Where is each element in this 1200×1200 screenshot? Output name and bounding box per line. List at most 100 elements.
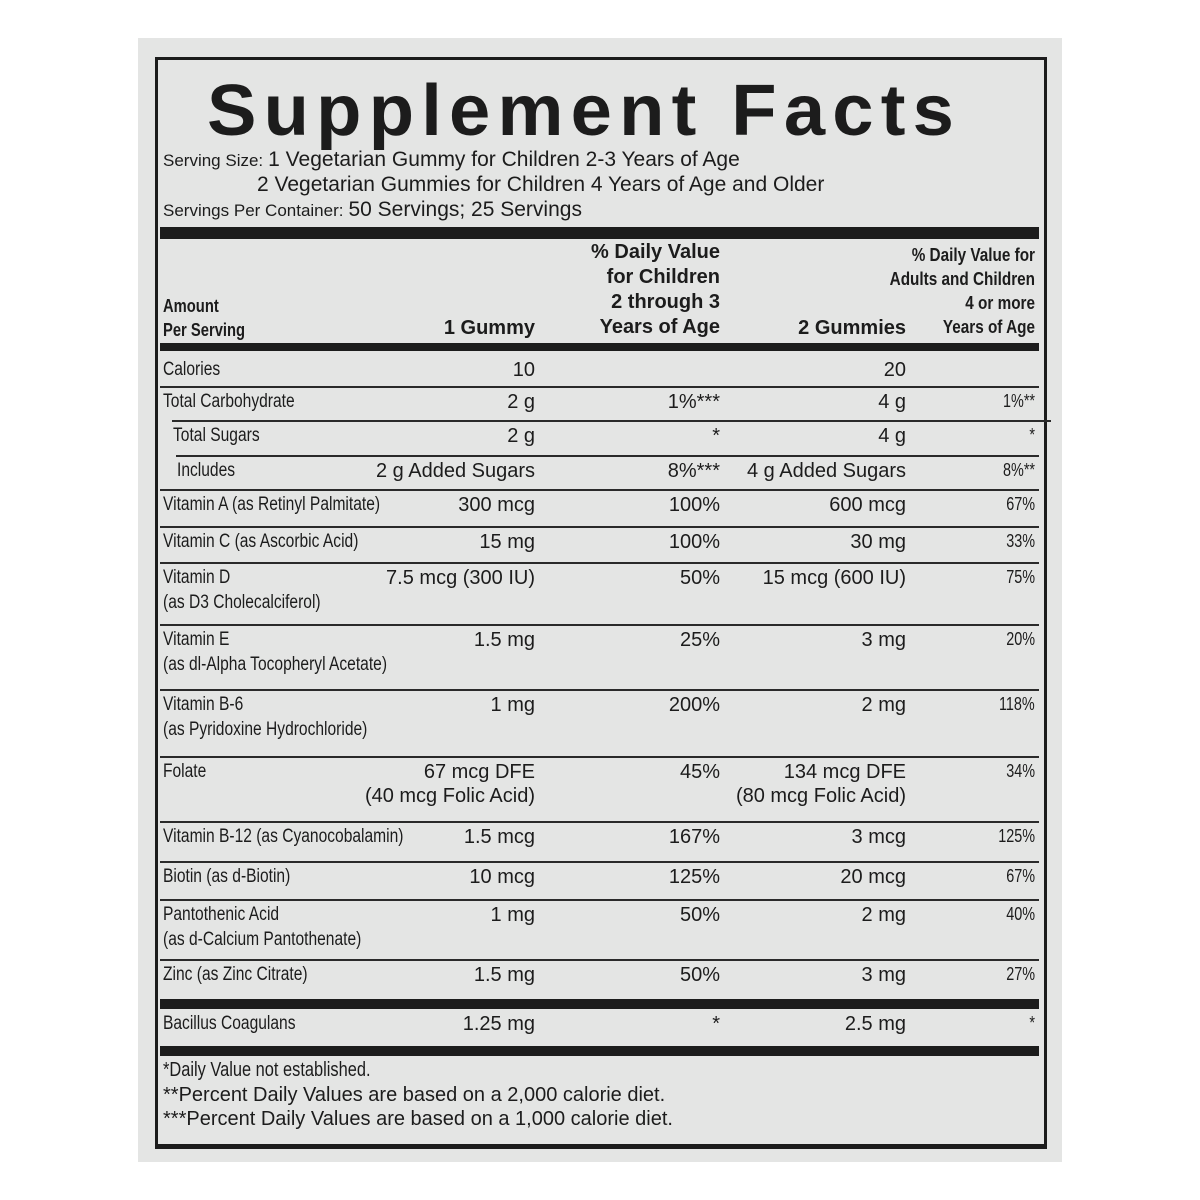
nutrient-one: 300 mcg: [458, 494, 535, 516]
label-panel: [138, 38, 1062, 1162]
nutrient-dv2: 27%: [1006, 964, 1035, 984]
header-amount-per-serving: Amount Per Serving: [163, 294, 245, 342]
header-line: for Children: [606, 266, 720, 288]
nutrient-two: 2 mg: [861, 694, 906, 716]
nutrient-two: 134 mcg DFE: [783, 761, 906, 783]
nutrient-two: 3 mg: [861, 964, 906, 986]
nutrient-two: 3 mcg: [851, 826, 906, 848]
row-divider: [160, 821, 1039, 823]
footnote-text: **Percent Daily Values are based on a 2,…: [163, 1084, 666, 1106]
nutrient-name: Bacillus Coagulans: [163, 1013, 296, 1034]
nutrient-dv1: 45%: [679, 761, 720, 783]
nutrient-name: Biotin (as d-Biotin): [163, 866, 291, 887]
nutrient-dv1: 100%: [668, 531, 720, 553]
header-line: 4 or more: [965, 293, 1035, 313]
nutrient-dv1: 1%***: [667, 391, 720, 413]
header-dv-adults: % Daily Value for Adults and Children 4 …: [890, 243, 1035, 339]
header-dv-children: % Daily Value for Children 2 through 3 Y…: [591, 240, 720, 340]
supplement-facts-box: [155, 57, 1047, 1149]
nutrient-one: 7.5 mcg (300 IU): [386, 567, 535, 589]
nutrient-dv1: 25%: [679, 629, 720, 651]
nutrient-name: Total Carbohydrate: [163, 391, 295, 412]
row-divider: [172, 420, 1051, 422]
row-divider: [160, 959, 1039, 961]
nutrient-one: 10: [512, 359, 535, 381]
nutrient-two: 4 g: [878, 425, 906, 447]
nutrient-two: 2 mg: [861, 904, 906, 926]
header-line: 2 through 3: [611, 291, 720, 313]
header-two-gummies: 2 Gummies: [798, 317, 906, 339]
nutrient-dv2: 20%: [1006, 629, 1035, 649]
thick-divider: [160, 343, 1039, 351]
page-title: Supplement Facts: [207, 71, 962, 151]
thick-divider: [160, 227, 1039, 239]
nutrient-dv2: *: [1029, 425, 1035, 445]
nutrient-dv2: 118%: [999, 694, 1035, 714]
nutrient-dv1: *: [712, 1013, 720, 1035]
footnote: ***Percent Daily Values are based on a 1…: [163, 1108, 673, 1131]
thick-divider: [160, 1046, 1039, 1056]
header-line: Years of Age: [599, 316, 720, 338]
nutrient-one: 1.5 mg: [473, 629, 535, 651]
header-line: % Daily Value for: [911, 245, 1035, 265]
nutrient-dv2: 34%: [1006, 761, 1035, 781]
nutrient-sub: (as Pyridoxine Hydrochloride): [163, 719, 368, 740]
header-line: Adults and Children: [889, 269, 1035, 289]
header-line: Years of Age: [942, 317, 1035, 337]
nutrient-two: 4 g: [878, 391, 906, 413]
nutrient-dv2: 67%: [1006, 866, 1035, 886]
serving-size-label: Serving Size:: [163, 151, 264, 170]
row-divider: [160, 899, 1039, 901]
row-divider: [160, 689, 1039, 691]
nutrient-sub: (as d-Calcium Pantothenate): [163, 929, 362, 950]
nutrient-one: 1.5 mcg: [463, 826, 535, 848]
header-amount-line: Amount: [163, 296, 219, 316]
nutrient-one: 2 g Added Sugars: [375, 460, 535, 482]
nutrient-dv1: 50%: [679, 964, 720, 986]
row-divider: [160, 386, 1039, 388]
nutrient-one: 2 g: [507, 391, 535, 413]
nutrient-dv1: 50%: [679, 567, 720, 589]
nutrient-one: 1 mg: [490, 904, 535, 926]
nutrient-dv2: 67%: [1006, 494, 1035, 514]
header-line: % Daily Value: [591, 241, 720, 263]
nutrient-one: 67 mcg DFE: [423, 761, 535, 783]
nutrient-dv1: 8%***: [667, 460, 720, 482]
row-divider: [160, 861, 1039, 863]
nutrient-dv2: 33%: [1006, 531, 1035, 551]
serving-size-line2: 2 Vegetarian Gummies for Children 4 Year…: [257, 173, 825, 196]
nutrient-two: 2.5 mg: [844, 1013, 906, 1035]
serving-size-line1: 1 Vegetarian Gummy for Children 2-3 Year…: [268, 148, 740, 171]
nutrient-dv1: 200%: [668, 694, 720, 716]
nutrient-one: 1 mg: [490, 694, 535, 716]
nutrient-name: Vitamin A (as Retinyl Palmitate): [163, 494, 381, 515]
nutrient-two: 20 mcg: [840, 866, 906, 888]
footnote: *Daily Value not established.: [163, 1059, 416, 1082]
row-divider: [160, 489, 1039, 491]
nutrient-one2: (40 mcg Folic Acid): [364, 785, 535, 807]
servings-per-container-label: Servings Per Container:: [163, 201, 344, 220]
nutrient-name: Includes: [177, 460, 236, 481]
nutrient-two: 30 mg: [850, 531, 906, 553]
nutrient-one: 15 mg: [479, 531, 535, 553]
nutrient-dv1: 100%: [668, 494, 720, 516]
nutrient-dv1: *: [712, 425, 720, 447]
header-one-gummy: 1 Gummy: [443, 317, 535, 339]
servings-per-container: Servings Per Container: 50 Servings; 25 S…: [163, 198, 582, 222]
nutrient-name: Vitamin E: [163, 629, 230, 650]
nutrient-one: 2 g: [507, 425, 535, 447]
serving-size: Serving Size: 1 Vegetarian Gummy for Chil…: [163, 148, 740, 172]
nutrient-name: Vitamin C (as Ascorbic Acid): [163, 531, 359, 552]
nutrient-name: Pantothenic Acid: [163, 904, 280, 925]
nutrient-name: Vitamin B-6: [163, 694, 244, 715]
nutrient-dv1: 167%: [668, 826, 720, 848]
nutrient-dv2: *: [1029, 1013, 1035, 1033]
nutrient-two: 3 mg: [861, 629, 906, 651]
footnote: **Percent Daily Values are based on a 2,…: [163, 1084, 665, 1107]
nutrient-dv2: 125%: [998, 826, 1035, 846]
nutrient-dv2: 1%**: [1002, 391, 1035, 411]
nutrient-two: 20: [883, 359, 906, 381]
nutrient-name: Vitamin D: [163, 567, 231, 588]
nutrient-name: Vitamin B-12 (as Cyanocobalamin): [163, 826, 404, 847]
nutrient-dv2: 75%: [1006, 567, 1035, 587]
